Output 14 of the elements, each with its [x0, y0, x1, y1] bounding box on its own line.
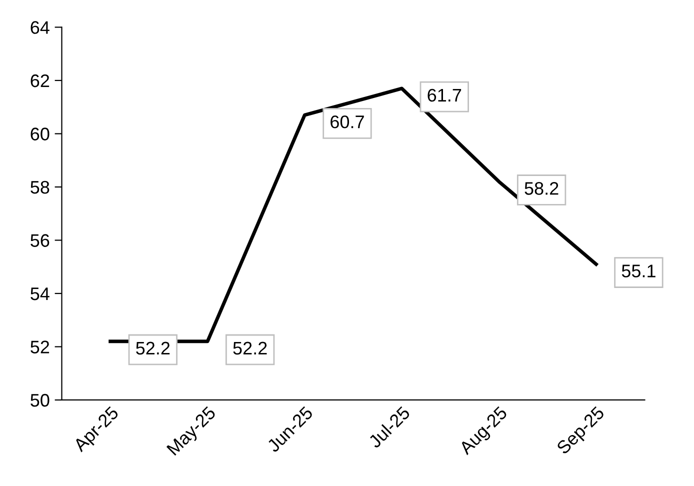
- y-tick-label: 64: [30, 21, 50, 34]
- data-label: 52.2: [233, 342, 267, 355]
- data-label: 55.1: [622, 264, 656, 278]
- y-tick-label: 60: [30, 128, 50, 140]
- y-tick-label: 62: [30, 74, 50, 88]
- data-label: 58.2: [524, 182, 558, 195]
- data-label: 61.7: [428, 88, 462, 102]
- y-tick-label: 58: [30, 180, 50, 194]
- y-tick-label: 52: [30, 340, 50, 354]
- y-tick-label: 54: [30, 288, 50, 300]
- y-tick-label: 50: [30, 394, 50, 407]
- y-tick-label: 56: [30, 234, 50, 247]
- data-label: 60.7: [330, 115, 364, 128]
- data-label: 52.2: [136, 342, 170, 355]
